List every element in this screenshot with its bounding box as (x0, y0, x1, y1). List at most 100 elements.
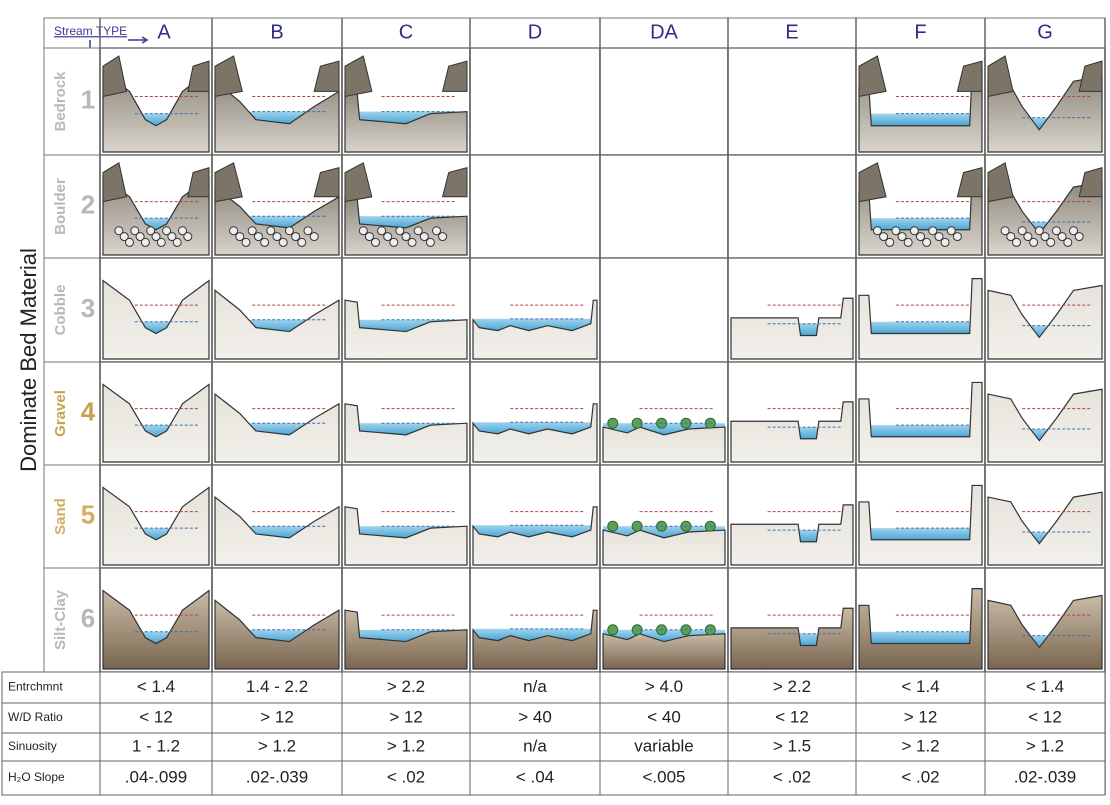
material-label: Boulder (52, 178, 69, 235)
cross-section (214, 55, 340, 153)
ground (472, 609, 598, 670)
boulder (432, 226, 441, 236)
criteria-cell (599, 732, 729, 762)
boulder (297, 237, 307, 247)
boulder (401, 232, 411, 242)
criteria-cell (341, 671, 471, 704)
ground (602, 632, 726, 670)
criteria-value: < 40 (647, 707, 681, 726)
boulder (364, 232, 374, 242)
vegetation (607, 520, 619, 532)
boulder (407, 237, 417, 247)
boulder (389, 237, 399, 247)
boulder (119, 232, 129, 242)
boulder (178, 226, 187, 236)
criteria-cell (599, 760, 729, 796)
cross-section (214, 162, 340, 256)
boulder (358, 226, 368, 236)
cross-section (344, 162, 468, 256)
cross-section (987, 284, 1103, 360)
valley-wall (987, 55, 1103, 98)
criteria-label: W/D Ratio (8, 710, 63, 724)
stream-type: F (914, 21, 926, 43)
valley-wall (344, 162, 468, 203)
vegetation (607, 624, 619, 636)
cross-section (858, 484, 983, 566)
criteria-value: > 2.2 (387, 677, 425, 696)
cross-section (987, 594, 1103, 670)
boulder (916, 232, 925, 242)
boulder (291, 232, 301, 242)
valley-wall (858, 162, 983, 203)
material-number: 3 (81, 293, 95, 323)
boulder (156, 237, 166, 247)
boulder (284, 226, 294, 236)
boulder (371, 237, 380, 247)
cross-section (858, 381, 983, 463)
boulder (377, 226, 387, 236)
criteria-cell (855, 760, 986, 796)
boulder (419, 232, 429, 242)
boulder (928, 226, 938, 236)
stream-type: G (1037, 21, 1053, 43)
material-number: 2 (81, 189, 95, 219)
criteria-cell (211, 760, 343, 796)
water (859, 425, 982, 439)
material-label: Sand (52, 498, 69, 535)
criteria-value: <.005 (642, 767, 685, 786)
criteria-cell (855, 702, 986, 734)
ground (602, 426, 726, 463)
cross-section (858, 162, 983, 256)
criteria-value: > 1.2 (1026, 736, 1064, 755)
cell (599, 47, 729, 156)
boulder (183, 232, 193, 242)
ground (102, 383, 210, 463)
criteria-value: > 12 (389, 707, 423, 726)
ground (730, 401, 854, 463)
criteria-value: > 1.2 (901, 736, 939, 755)
material-label: Cobble (52, 285, 69, 336)
cross-section (987, 491, 1103, 566)
ground (214, 289, 340, 360)
cross-section (472, 299, 598, 360)
criteria-cell (341, 760, 471, 796)
ground (730, 504, 854, 566)
boulder (278, 237, 288, 247)
cross-section (987, 162, 1103, 256)
criteria-label: H₂O Slope (8, 770, 65, 784)
cross-section (102, 383, 210, 463)
cross-section (858, 278, 983, 360)
criteria-value: < 1.4 (137, 677, 175, 696)
boulder (162, 226, 172, 236)
boulder (125, 237, 134, 247)
boulder (1023, 232, 1033, 242)
criteria-cell (469, 760, 601, 796)
cross-section (987, 388, 1103, 463)
boulder (130, 226, 140, 236)
cross-section (214, 289, 340, 360)
boulder (247, 226, 257, 236)
boulder (1017, 226, 1027, 236)
criteria-value: .02-.039 (1014, 767, 1076, 786)
boulder (1006, 232, 1016, 242)
boulder (253, 232, 263, 242)
criteria-value: < .02 (901, 767, 939, 786)
criteria-cell (211, 702, 343, 734)
criteria-cell (211, 732, 343, 762)
boulder (395, 226, 405, 236)
boulder (1051, 226, 1061, 236)
boulder (934, 232, 944, 242)
criteria-value: > 4.0 (645, 677, 683, 696)
ground (344, 609, 468, 670)
cross-section (472, 403, 598, 463)
cross-section (472, 609, 598, 670)
ground (102, 279, 210, 360)
ground (344, 506, 468, 566)
criteria-value: > 1.2 (387, 736, 425, 755)
cross-section (102, 162, 210, 256)
boulder (303, 226, 313, 236)
criteria-value: n/a (523, 677, 547, 696)
boulder (903, 237, 913, 247)
boulder (1074, 232, 1084, 242)
cross-section (102, 279, 210, 360)
